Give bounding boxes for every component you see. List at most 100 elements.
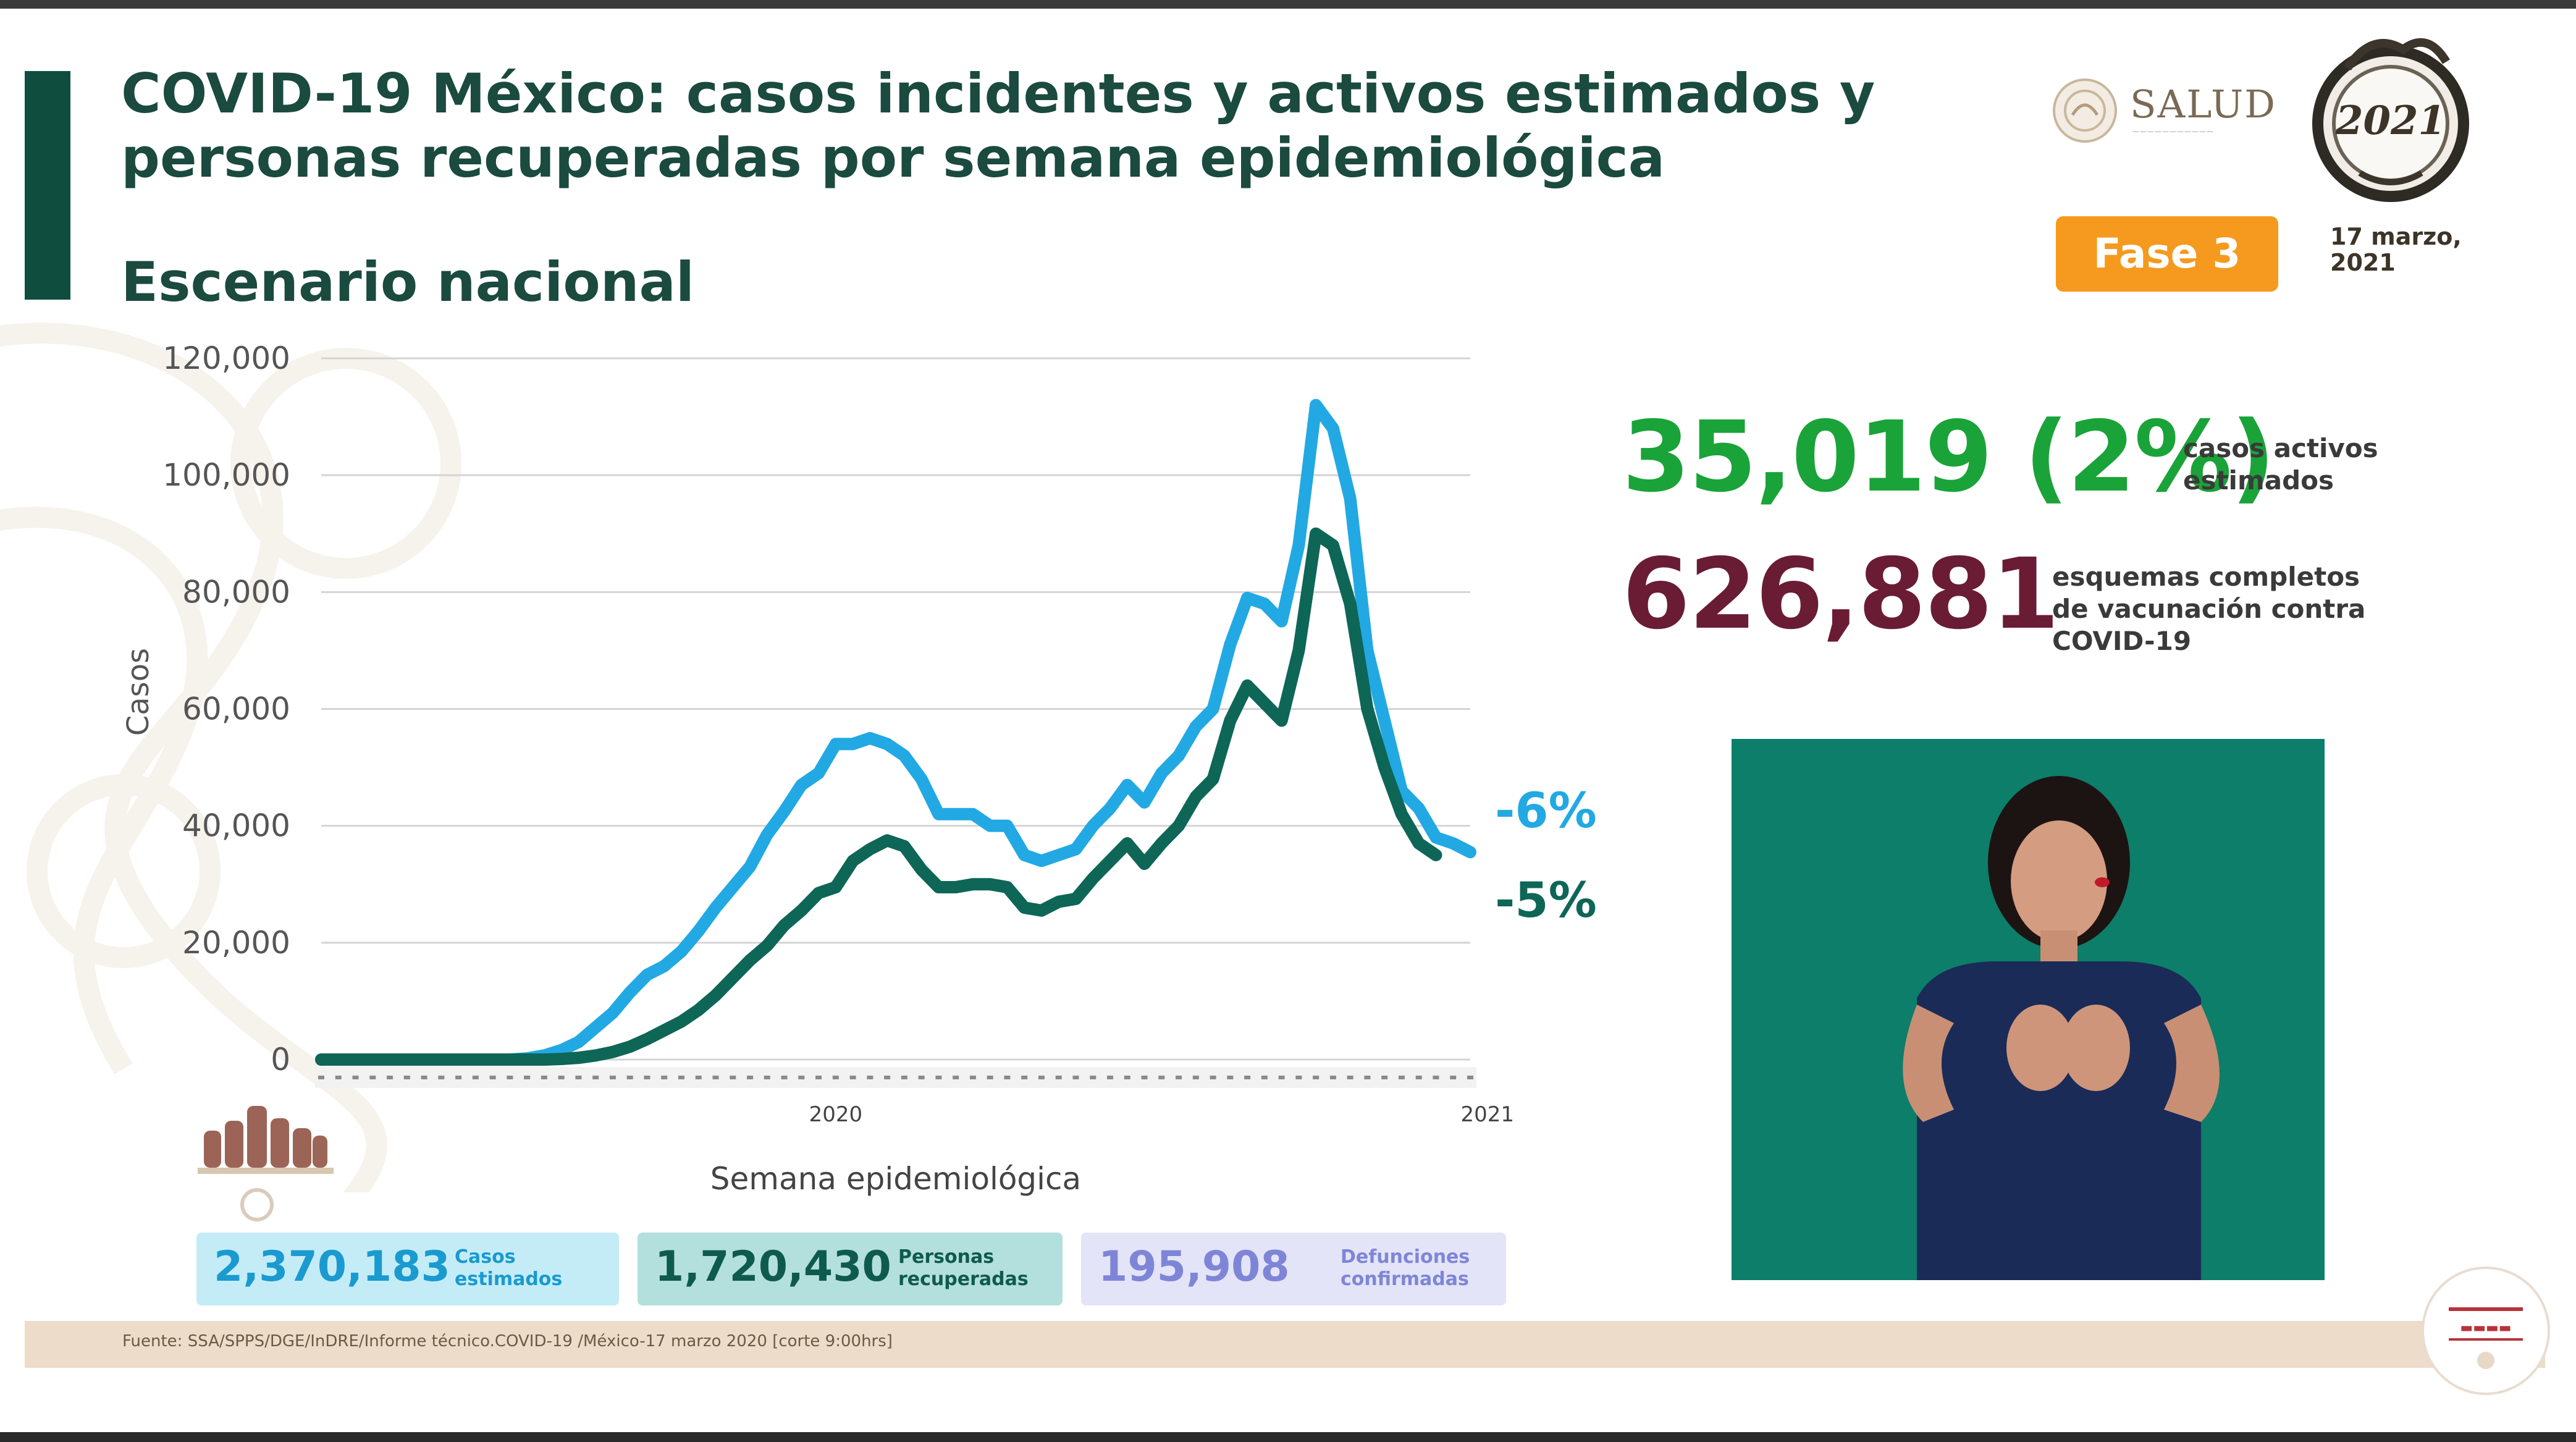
week-tick — [1398, 1076, 1405, 1079]
week-tick — [935, 1076, 942, 1079]
page-title: COVID-19 México: casos incidentes y acti… — [121, 62, 1875, 190]
series-end-label: -5% — [1495, 873, 1597, 929]
series-end-label: -6% — [1495, 783, 1597, 839]
week-tick — [987, 1076, 993, 1079]
week-tick — [1090, 1076, 1096, 1079]
source-note: Fuente: SSA/SPPS/DGE/InDRE/Informe técni… — [122, 1332, 893, 1351]
week-tick — [1313, 1076, 1320, 1079]
week-tick — [1433, 1076, 1439, 1079]
chart-series — [315, 398, 1476, 1066]
week-tick — [438, 1076, 445, 1079]
week-tick — [918, 1076, 925, 1079]
y-tick-label: 80,000 — [182, 574, 290, 610]
week-tick — [558, 1076, 565, 1079]
gobierno-de-mexico-wordmark: ▬▬▬▬ — [2460, 1320, 2512, 1336]
summary-value: 1,720,430 — [655, 1242, 891, 1291]
seal-year: 2021 — [2335, 98, 2446, 144]
y-axis-ticks: 120,000 100,000 80,000 60,000 40,000 20,000 0 — [162, 340, 290, 1077]
salud-emblem-icon — [2053, 78, 2117, 143]
week-tick — [626, 1076, 633, 1079]
week-tick — [1295, 1076, 1302, 1079]
week-tick — [969, 1076, 976, 1079]
week-tick — [403, 1076, 410, 1079]
salud-tagline: ——————————— — [2132, 127, 2214, 135]
gobierno-de-mexico-icon — [2449, 1307, 2523, 1369]
week-tick — [1347, 1076, 1353, 1079]
week-tick — [421, 1076, 427, 1079]
summary-box-deaths: 195,908 Defunciones confirmadas — [1081, 1233, 1506, 1305]
week-tick — [884, 1076, 891, 1079]
week-tick — [507, 1076, 513, 1079]
series-line-2 — [315, 527, 1442, 1066]
week-tick — [764, 1076, 770, 1079]
window-top-frame — [0, 0, 2576, 9]
y-tick-label: 40,000 — [182, 808, 290, 844]
series-line-1 — [315, 398, 1476, 1066]
x-axis-label: Semana epidemiológica — [710, 1161, 1081, 1197]
week-tick — [369, 1076, 376, 1079]
summary-label: Casos estimados — [455, 1246, 563, 1290]
week-tick — [1107, 1076, 1114, 1079]
phase-badge: Fase 3 — [2056, 216, 2278, 292]
week-tick — [524, 1076, 531, 1079]
summary-label: Personas recuperadas — [898, 1246, 1029, 1290]
week-tick — [1329, 1076, 1336, 1079]
week-tick — [953, 1076, 959, 1079]
week-tick — [1192, 1076, 1199, 1079]
week-tick — [1141, 1076, 1148, 1079]
active-cases-label: casos activos estimados — [2183, 433, 2378, 495]
week-tick — [455, 1076, 462, 1079]
week-tick — [1072, 1076, 1079, 1079]
year-label: 2020 — [809, 1102, 863, 1127]
week-tick — [1210, 1076, 1216, 1079]
week-tick — [1278, 1076, 1285, 1079]
week-tick — [867, 1076, 873, 1079]
mexico-heroes-illustration — [198, 1106, 334, 1221]
week-tick — [1124, 1076, 1130, 1079]
y-tick-label: 100,000 — [162, 457, 290, 493]
mexico-2021-seal: 2021 — [2310, 25, 2471, 204]
week-tick — [575, 1076, 582, 1079]
week-tick — [815, 1076, 822, 1079]
week-tick — [1021, 1076, 1028, 1079]
week-tick — [387, 1076, 394, 1079]
page-subtitle: Escenario nacional — [121, 250, 695, 314]
week-tick — [335, 1076, 342, 1079]
week-tick — [1055, 1076, 1062, 1079]
week-tick — [1415, 1076, 1422, 1079]
year-label: 2021 — [1460, 1102, 1514, 1127]
week-tick — [1450, 1076, 1457, 1079]
week-tick — [832, 1076, 839, 1079]
week-tick — [661, 1076, 668, 1079]
week-tick — [901, 1076, 907, 1079]
week-axis-band — [315, 1067, 1476, 1088]
gobierno-de-mexico-logo: ▬▬▬▬ — [2422, 1267, 2550, 1395]
y-tick-label: 20,000 — [182, 925, 290, 961]
summary-value: 195,908 — [1098, 1242, 1290, 1291]
week-tick — [1244, 1076, 1251, 1079]
epidemic-line-chart: 120,000100,00080,00060,00040,00020,0000 … — [121, 340, 1597, 1197]
vaccination-label: esquemas completos de vacunación contra … — [2052, 562, 2366, 656]
week-tick — [1467, 1076, 1473, 1079]
week-tick — [695, 1076, 702, 1079]
y-tick-label: 60,000 — [182, 691, 290, 727]
report-date: 17 marzo, 2021 — [2330, 223, 2462, 276]
week-tick — [1227, 1076, 1234, 1079]
week-tick — [644, 1076, 650, 1079]
x-axis-week-ticks — [315, 1067, 1476, 1088]
vaccination-value: 626,881 — [1622, 538, 2060, 651]
week-tick — [1038, 1076, 1045, 1079]
week-tick — [489, 1076, 496, 1079]
y-tick-label: 120,000 — [162, 340, 290, 376]
week-tick — [1004, 1076, 1011, 1079]
week-tick — [747, 1076, 754, 1079]
week-tick — [730, 1076, 736, 1079]
chart-grid — [321, 357, 1470, 1061]
footer-bar — [25, 1321, 2545, 1368]
summary-value: 2,370,183 — [214, 1242, 450, 1291]
active-cases-value: 35,019 (2%) — [1622, 400, 2275, 514]
week-tick — [1381, 1076, 1388, 1079]
week-tick — [1176, 1076, 1182, 1079]
week-tick — [352, 1076, 359, 1079]
